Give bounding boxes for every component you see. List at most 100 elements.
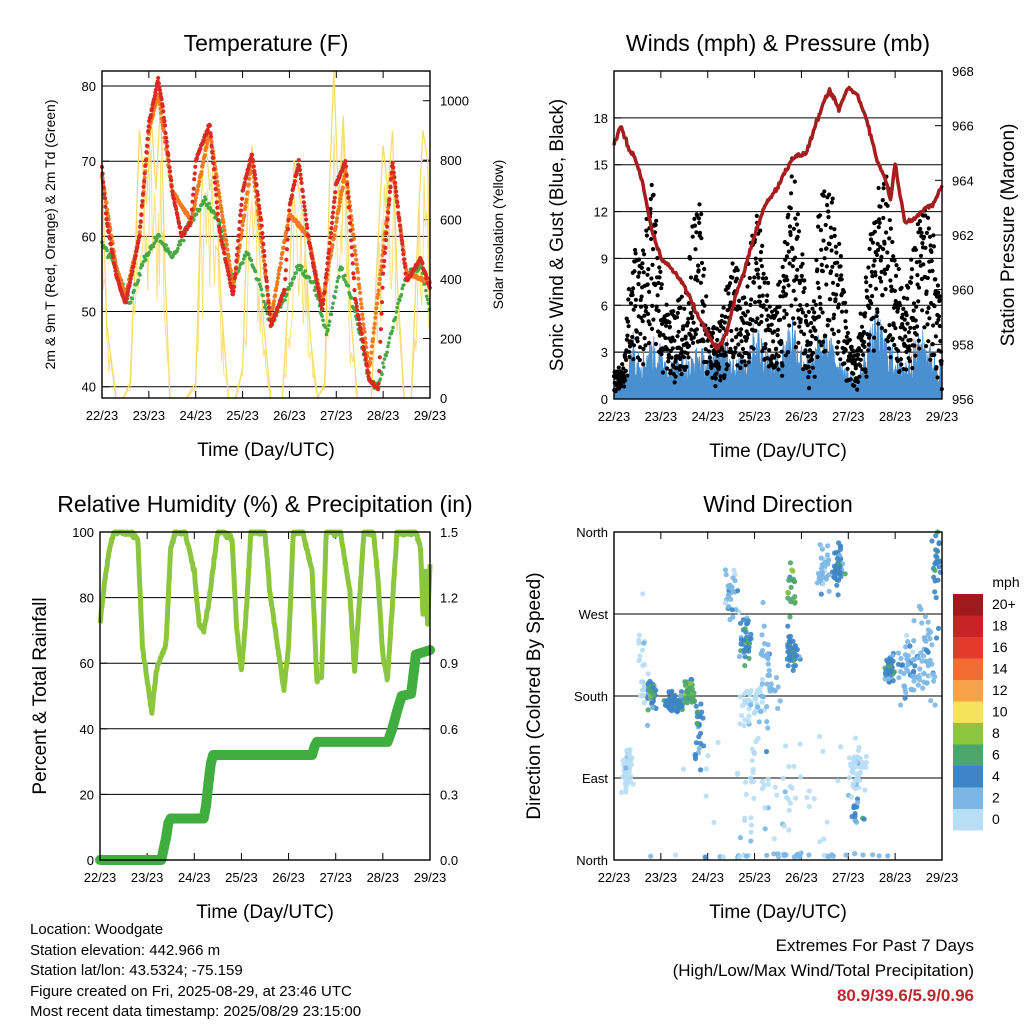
legend-label: 14 bbox=[992, 661, 1008, 677]
wind-direction-point bbox=[806, 803, 812, 810]
dewpoint-point bbox=[320, 314, 324, 318]
wind-direction-point bbox=[855, 777, 862, 783]
gust-point bbox=[706, 349, 712, 354]
wind-direction-point bbox=[897, 702, 904, 708]
winds-y-tick-label-right: 966 bbox=[952, 119, 974, 134]
gust-point bbox=[758, 257, 763, 262]
dewpoint-point bbox=[327, 323, 331, 328]
wind-direction-point bbox=[923, 658, 929, 664]
dewpoint-point bbox=[136, 278, 141, 283]
wind-direction-point bbox=[637, 693, 644, 699]
temp2m-point bbox=[383, 238, 389, 243]
wind-direction-point bbox=[623, 786, 629, 792]
gust-point bbox=[861, 330, 867, 335]
gust-point bbox=[804, 303, 810, 308]
temp9m-point bbox=[333, 224, 338, 229]
temp2m-point bbox=[315, 286, 320, 291]
temp9m-point bbox=[219, 206, 224, 211]
gust-point bbox=[751, 280, 757, 285]
temp2m-point bbox=[297, 167, 302, 173]
gust-point bbox=[702, 303, 707, 308]
wind-direction-point bbox=[933, 595, 939, 601]
temp2m-point bbox=[158, 91, 163, 96]
wind-direction-point bbox=[911, 678, 917, 684]
gust-point bbox=[633, 247, 638, 253]
gust-point bbox=[807, 348, 813, 353]
gust-point bbox=[813, 302, 819, 307]
gust-point bbox=[642, 313, 647, 318]
gust-point bbox=[747, 355, 752, 360]
humidity-x-tick-label: 26/23 bbox=[272, 870, 305, 885]
gust-point bbox=[791, 316, 796, 321]
gust-point bbox=[752, 275, 757, 280]
gust-point bbox=[900, 322, 905, 327]
gust-point bbox=[818, 306, 823, 311]
wind-direction-point bbox=[640, 591, 646, 597]
gust-point bbox=[653, 222, 658, 228]
gust-point bbox=[637, 357, 643, 363]
temp2m-point bbox=[209, 134, 214, 139]
direction-y-tick-label: South bbox=[574, 689, 608, 704]
gust-point bbox=[784, 312, 789, 317]
temp2m-point bbox=[376, 387, 381, 392]
gust-point bbox=[795, 212, 801, 217]
gust-point bbox=[929, 258, 934, 263]
dewpoint-point bbox=[394, 310, 399, 314]
gust-point bbox=[882, 241, 887, 246]
temp2m-point bbox=[361, 347, 367, 352]
temp2m-point bbox=[232, 284, 237, 289]
humidity-y-tick-label-right: 0.9 bbox=[440, 656, 458, 671]
gust-point bbox=[877, 275, 883, 280]
gust-point bbox=[835, 260, 840, 265]
temp2m-point bbox=[190, 199, 195, 204]
gust-point bbox=[817, 339, 822, 344]
wind-direction-point bbox=[819, 546, 826, 552]
gust-point bbox=[771, 339, 776, 344]
temp9m-point bbox=[192, 202, 197, 207]
temp2m-point bbox=[282, 288, 287, 293]
wind-direction-point bbox=[742, 648, 748, 654]
gust-point bbox=[881, 247, 886, 252]
gust-point bbox=[930, 342, 935, 347]
gust-point bbox=[761, 271, 766, 276]
gust-point bbox=[616, 365, 621, 370]
gust-point bbox=[746, 360, 751, 365]
gust-point bbox=[916, 338, 921, 343]
temp9m-point bbox=[275, 279, 280, 285]
wind-direction-point bbox=[641, 700, 647, 706]
gust-point bbox=[792, 321, 797, 326]
gust-point bbox=[634, 329, 639, 334]
gust-point bbox=[896, 348, 901, 353]
gust-point bbox=[914, 332, 919, 337]
gust-point bbox=[758, 250, 764, 255]
humidity-y-tick-label-right: 0.3 bbox=[440, 787, 458, 802]
wind-direction-point bbox=[814, 580, 820, 586]
temperature-x-tick-label: 29/23 bbox=[414, 408, 447, 423]
wind-direction-point bbox=[651, 692, 657, 698]
temperature-x-tick-label: 27/23 bbox=[320, 408, 353, 423]
wind-direction-point bbox=[901, 683, 907, 689]
wind-direction-point bbox=[886, 676, 892, 682]
gust-point bbox=[754, 213, 759, 218]
gust-point bbox=[815, 280, 820, 285]
gust-point bbox=[779, 349, 784, 354]
temp2m-point bbox=[257, 206, 262, 211]
wind-direction-point bbox=[882, 676, 888, 682]
station-latlon: Station lat/lon: 43.5324; -75.159 bbox=[30, 962, 243, 979]
temp2m-point bbox=[175, 212, 180, 217]
temp2m-point bbox=[402, 261, 407, 266]
humidity-x-tick-label: 29/23 bbox=[414, 870, 447, 885]
gust-point bbox=[691, 335, 696, 340]
wind-direction-point bbox=[728, 596, 734, 602]
gust-point bbox=[788, 232, 793, 237]
wind-direction-point bbox=[748, 702, 754, 708]
temp2m-point bbox=[239, 196, 245, 201]
wind-direction-point bbox=[788, 584, 794, 591]
gust-point bbox=[879, 269, 884, 275]
temp2m-point bbox=[403, 264, 408, 270]
gust-point bbox=[718, 378, 723, 383]
temp9m-point bbox=[360, 312, 365, 317]
temp2m-point bbox=[365, 370, 371, 375]
gust-point bbox=[808, 329, 813, 334]
